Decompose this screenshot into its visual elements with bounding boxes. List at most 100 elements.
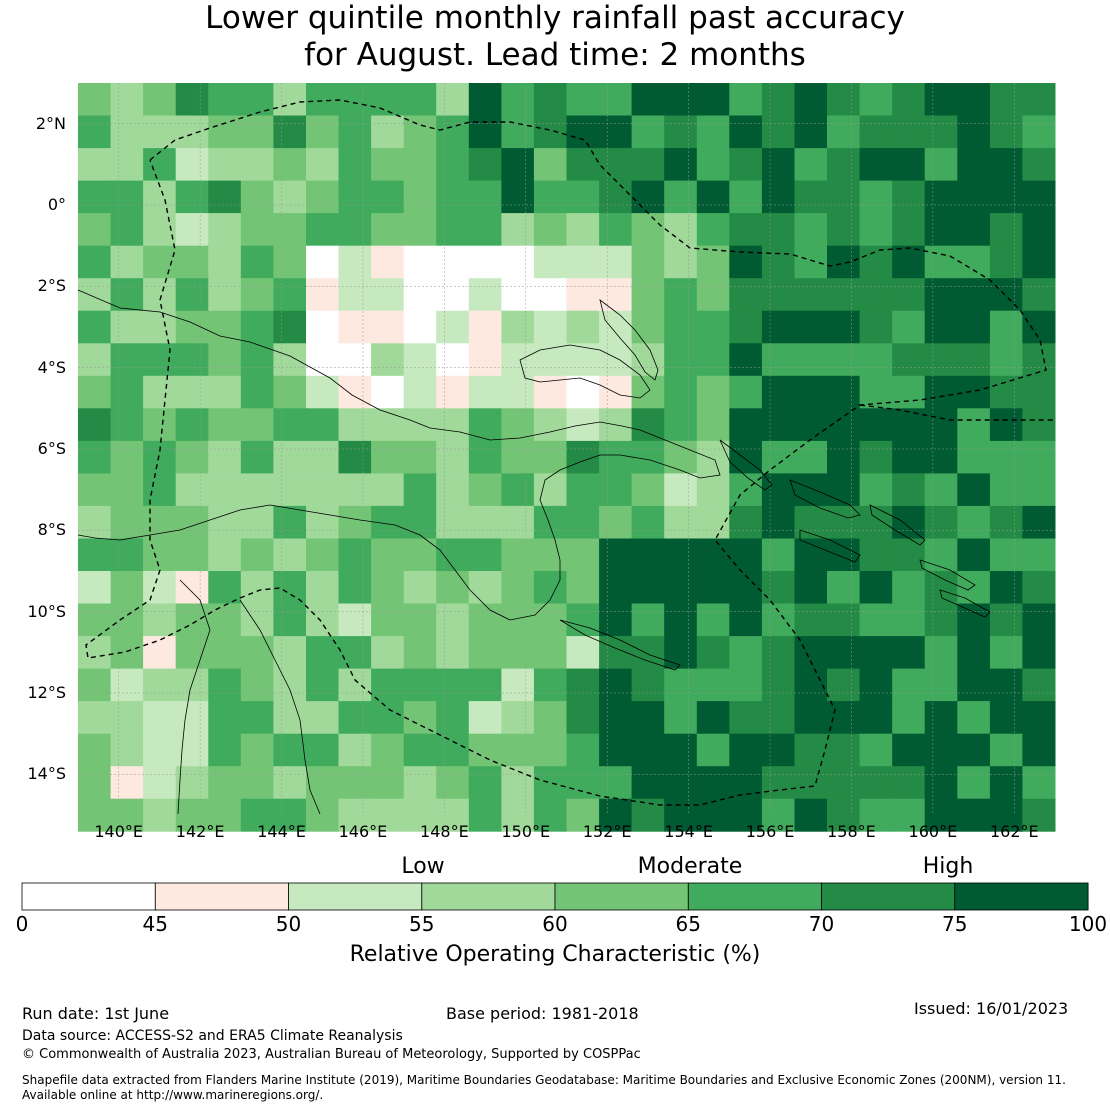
grid-cell — [599, 798, 633, 832]
grid-cell — [501, 245, 535, 279]
grid-cell — [761, 733, 795, 767]
grid-cell — [338, 701, 372, 735]
shapefile-credit-line-1: Shapefile data extracted from Flanders M… — [22, 1073, 1066, 1087]
grid-cell — [436, 213, 470, 247]
grid-cell — [729, 310, 763, 344]
colorbar-block — [21, 882, 156, 911]
grid-cell — [208, 310, 242, 344]
grid-cell — [989, 245, 1023, 279]
grid-cell — [533, 83, 567, 116]
grid-cell — [924, 440, 958, 474]
grid-cell — [436, 343, 470, 377]
grid-cell — [273, 766, 307, 800]
grid-cell — [892, 473, 926, 507]
grid-cell — [468, 668, 502, 702]
grid-cell — [599, 180, 633, 214]
copyright: © Commonwealth of Australia 2023, Austra… — [22, 1047, 641, 1062]
lon-tick-label: 140°E — [94, 822, 144, 841]
grid-cell — [78, 180, 112, 214]
grid-cell — [175, 83, 209, 116]
grid-cell — [338, 180, 372, 214]
grid-cell — [989, 603, 1023, 637]
grid-cell — [110, 571, 144, 604]
grid-cell — [110, 213, 144, 247]
grid-cell — [729, 408, 763, 442]
grid-cell — [859, 148, 893, 182]
grid-cell — [794, 115, 828, 149]
eez-png — [85, 99, 1047, 806]
grid-cell — [794, 701, 828, 735]
grid-cell — [78, 408, 112, 442]
grid-cell — [338, 213, 372, 247]
grid-cell — [143, 603, 177, 637]
lon-tick-label: 162°E — [989, 822, 1039, 841]
colorbar-block — [421, 882, 556, 911]
grid-cell — [696, 505, 730, 539]
grid-cell — [696, 798, 730, 832]
grid-cell — [827, 505, 861, 539]
grid-cell — [436, 701, 470, 735]
title-line-2: for August. Lead time: 2 months — [304, 37, 806, 73]
lon-tick-label: 156°E — [745, 822, 795, 841]
grid-cell — [240, 571, 274, 604]
grid-cell — [208, 343, 242, 377]
grid-cell — [892, 148, 926, 182]
grid-cell — [1022, 375, 1056, 409]
grid-cell — [371, 733, 405, 767]
grid-cell — [436, 148, 470, 182]
grid-cell — [924, 668, 958, 702]
colorbar-tick-label: 70 — [808, 912, 835, 936]
grid-cell — [436, 766, 470, 800]
grid-cell — [729, 636, 763, 670]
grid-cell — [306, 538, 340, 572]
grid-cell — [208, 180, 242, 214]
lon-tick-label: 146°E — [338, 822, 388, 841]
grid-cell — [208, 636, 242, 670]
grid-cell — [208, 766, 242, 800]
grid-cell — [403, 148, 437, 182]
grid-cell — [989, 213, 1023, 247]
grid-cell — [110, 180, 144, 214]
grid-cell — [794, 148, 828, 182]
grid-cell — [827, 180, 861, 214]
grid-cell — [143, 278, 177, 312]
grid-cell — [892, 115, 926, 149]
grid-cell — [78, 766, 112, 800]
grid-cell — [468, 571, 502, 604]
grid-cell — [338, 343, 372, 377]
grid-cell — [664, 473, 698, 507]
grid-cell — [696, 115, 730, 149]
grid-cell — [208, 798, 242, 832]
grid-cell — [892, 571, 926, 604]
grid-cell — [599, 83, 633, 116]
grid-cell — [110, 603, 144, 637]
grid-cell — [957, 798, 991, 832]
grid-cell — [306, 505, 340, 539]
grid-cell — [794, 571, 828, 604]
grid-cell — [566, 213, 600, 247]
grid-cell — [403, 310, 437, 344]
grid-cell — [501, 668, 535, 702]
grid-cell — [143, 701, 177, 735]
colorbar-block — [954, 882, 1089, 911]
grid-cell — [371, 440, 405, 474]
grid-cell — [599, 440, 633, 474]
grid-cell — [78, 310, 112, 344]
grid-cell — [794, 245, 828, 279]
grid-cell — [989, 115, 1023, 149]
grid-cell — [761, 538, 795, 572]
grid-cell — [143, 83, 177, 116]
grid-cell — [761, 701, 795, 735]
grid-cell — [599, 701, 633, 735]
grid-cell — [631, 245, 665, 279]
grid-cell — [989, 343, 1023, 377]
grid-cell — [78, 375, 112, 409]
grid-cell — [306, 213, 340, 247]
grid-cell — [729, 213, 763, 247]
grid-cell — [273, 408, 307, 442]
grid-cell — [143, 733, 177, 767]
grid-cell — [78, 343, 112, 377]
grid-cell — [957, 343, 991, 377]
grid-cell — [533, 180, 567, 214]
